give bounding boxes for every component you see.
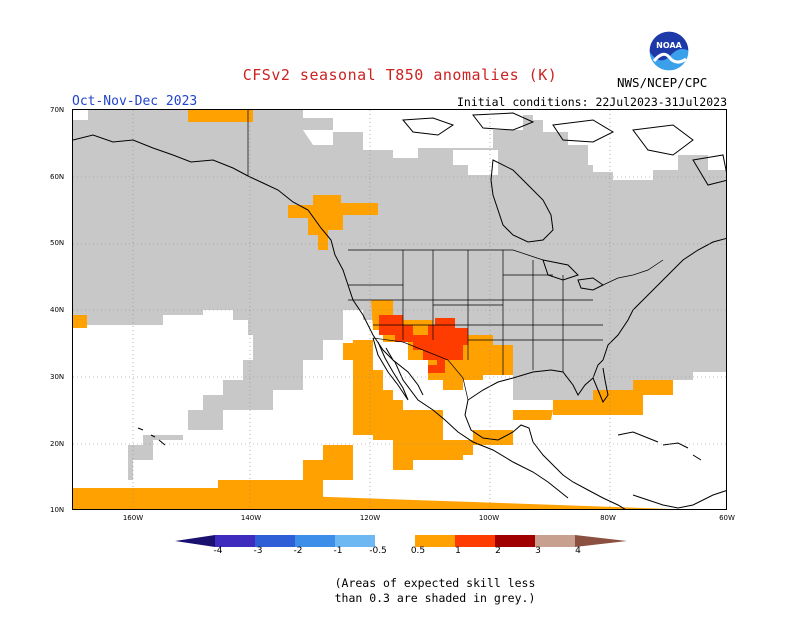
colorbar-bin-6 <box>415 535 455 547</box>
lon-tick-100w: 100W <box>478 514 500 522</box>
anomaly-1-to-2 <box>379 315 468 373</box>
lon-tick-140w: 140W <box>240 514 262 522</box>
season-label: Oct-Nov-Dec 2023 <box>72 94 198 109</box>
colorbar-label: 0.5 <box>410 546 426 556</box>
lat-tick-20n: 20N <box>50 440 65 448</box>
colorbar-bin-9 <box>535 535 575 547</box>
map-title: CFSv2 seasonal T850 anomalies (K) <box>242 66 558 84</box>
political-borders <box>247 110 664 401</box>
lat-tick-40n: 40N <box>50 306 65 314</box>
map-svg <box>73 110 726 509</box>
lat-tick-70n: 70N <box>50 106 65 114</box>
colorbar-bin-4 <box>335 535 375 547</box>
lat-tick-50n: 50N <box>50 239 65 247</box>
colorbar-label: -3 <box>253 546 263 556</box>
colorbar-bin-8 <box>495 535 535 547</box>
noaa-logo: NOAA <box>648 30 690 72</box>
lon-tick-160w: 160W <box>122 514 144 522</box>
agency-label: NWS/NCEP/CPC <box>617 75 708 90</box>
colorbar-bin-2 <box>255 535 295 547</box>
lat-tick-30n: 30N <box>50 373 65 381</box>
colorbar-label: -1 <box>333 546 343 556</box>
skill-note-line-1: (Areas of expected skill less <box>334 576 536 590</box>
lat-tick-10n: 10N <box>50 506 65 514</box>
colorbar-label: 4 <box>575 546 581 556</box>
colorbar-label: 2 <box>495 546 501 556</box>
colorbar-end-low <box>175 535 215 547</box>
skill-note: (Areas of expected skill less than 0.3 a… <box>0 576 800 606</box>
colorbar-bin-3 <box>295 535 335 547</box>
colorbar-bin-1 <box>215 535 255 547</box>
initial-conditions-label: Initial conditions: 22Jul2023-31Jul2023 <box>456 95 727 109</box>
colorbar-bin-7 <box>455 535 495 547</box>
colorbar-label: 3 <box>535 546 541 556</box>
lon-tick-120w: 120W <box>359 514 381 522</box>
anomaly-map <box>72 109 727 510</box>
gridlines <box>73 110 726 509</box>
white-patches <box>73 110 623 480</box>
colorbar-label: -4 <box>213 546 223 556</box>
lon-tick-60w: 60W <box>719 514 735 522</box>
coastlines-borders <box>73 112 726 509</box>
colorbar-label: -2 <box>293 546 303 556</box>
lat-tick-60n: 60N <box>50 173 65 181</box>
colorbar-label: 1 <box>455 546 461 556</box>
colorbar-label: -0.5 <box>369 546 387 556</box>
lon-tick-80w: 80W <box>600 514 616 522</box>
skill-note-line-2: than 0.3 are shaded in grey.) <box>334 591 536 605</box>
colorbar-bin-5 <box>375 535 415 547</box>
colorbar-end-high <box>575 535 627 547</box>
logo-text: NOAA <box>656 41 682 50</box>
colorbar <box>175 535 627 547</box>
low-skill-grey-areas <box>73 110 726 480</box>
